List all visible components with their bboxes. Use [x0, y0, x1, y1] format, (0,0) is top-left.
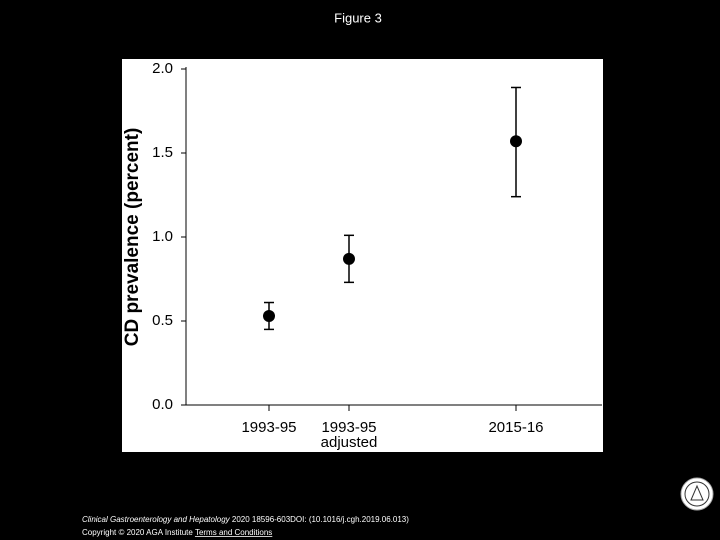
- slide-title: Figure 3: [334, 10, 382, 25]
- y-tick-label: 2.0: [152, 60, 173, 77]
- point: [510, 135, 522, 148]
- copyright: Copyright © 2020 AGA Institute: [82, 528, 193, 537]
- x-tick-label: 1993-95: [241, 419, 297, 436]
- x-tick-label: 1993-95 adjusted: [320, 419, 378, 451]
- publisher-logo: [680, 477, 714, 511]
- citation-details: 2020 18596-603DOI: (10.1016/j.cgh.2019.0…: [232, 515, 409, 524]
- y-tick-label: 1.0: [152, 228, 173, 245]
- citation: Clinical Gastroenterology and Hepatology…: [82, 515, 409, 524]
- terms-link[interactable]: Terms and Conditions: [195, 528, 272, 537]
- footer: Copyright © 2020 AGA Institute Terms and…: [82, 528, 272, 537]
- y-tick-label: 1.5: [152, 144, 173, 161]
- point: [343, 252, 355, 265]
- y-tick-label: 0.5: [152, 312, 173, 329]
- x-tick-label: 2015-16: [488, 419, 544, 436]
- y-axis-label: CD prevalence (percent): [122, 128, 143, 347]
- journal: Clinical Gastroenterology and Hepatology: [82, 515, 231, 524]
- chart-panel: [122, 59, 603, 452]
- y-tick-label: 0.0: [152, 396, 173, 413]
- point: [263, 309, 275, 322]
